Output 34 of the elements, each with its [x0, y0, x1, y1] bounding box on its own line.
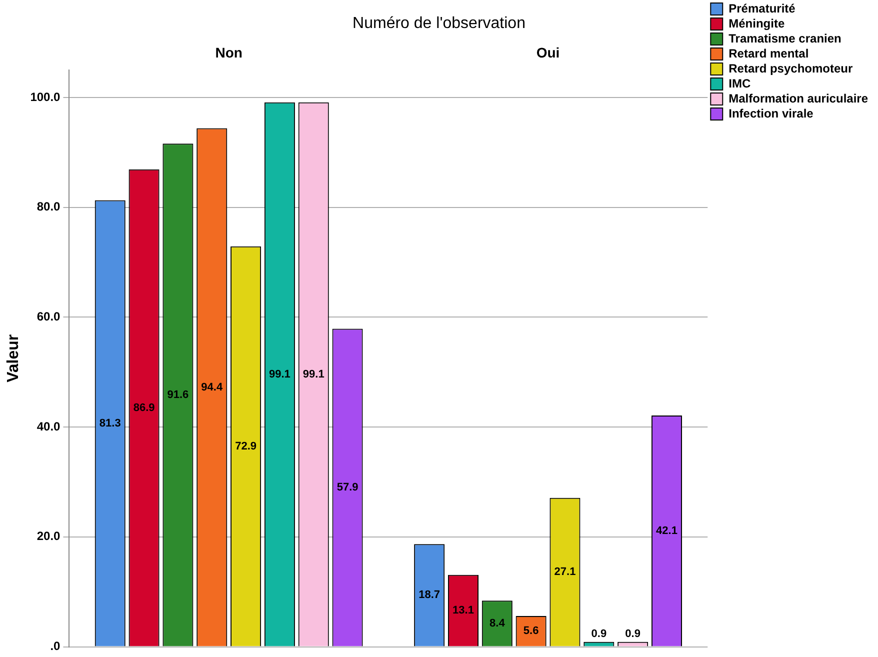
- data-label: 99.1: [302, 368, 324, 380]
- data-label: 8.4: [490, 618, 506, 630]
- data-label: 91.6: [167, 388, 189, 401]
- chart-title: Numéro de l'observation: [352, 15, 526, 32]
- x-tick-label: Oui: [536, 44, 560, 60]
- y-axis-title: Valeur: [5, 334, 22, 382]
- data-label: 81.3: [99, 417, 121, 430]
- data-label: 18.7: [418, 589, 440, 602]
- data-label: 5.6: [523, 625, 539, 638]
- data-label: 0.9: [625, 628, 640, 640]
- y-tick-label: 80.0: [36, 200, 61, 214]
- data-label: 94.4: [201, 381, 224, 394]
- data-label: 42.1: [656, 524, 678, 537]
- data-label: 13.1: [452, 604, 474, 617]
- data-label: 86.9: [133, 402, 155, 414]
- data-label: 27.1: [554, 566, 576, 578]
- legend-label: Retard psychomoteur: [728, 61, 853, 76]
- x-tick-label: Non: [215, 44, 242, 60]
- data-label: 72.9: [235, 440, 256, 452]
- y-tick-label: 20.0: [36, 529, 61, 544]
- legend-label: Retard mental: [728, 46, 809, 60]
- legend-label: Tramatisme cranien: [728, 31, 842, 46]
- data-label: 0.9: [591, 628, 607, 640]
- legend-label: Malformation auriculaire: [728, 91, 868, 106]
- legend-label: Infection virale: [728, 106, 814, 120]
- y-tick-label: 100.0: [30, 90, 61, 104]
- legend-label: Méningite: [728, 16, 785, 30]
- data-label: 57.9: [336, 482, 358, 494]
- y-tick-label: .0: [50, 639, 61, 654]
- data-label: 99.1: [268, 368, 290, 380]
- legend-label: IMC: [728, 76, 751, 90]
- legend-label: Prématurité: [728, 1, 796, 16]
- y-tick-label: 40.0: [36, 419, 61, 434]
- y-tick-label: 60.0: [36, 310, 61, 324]
